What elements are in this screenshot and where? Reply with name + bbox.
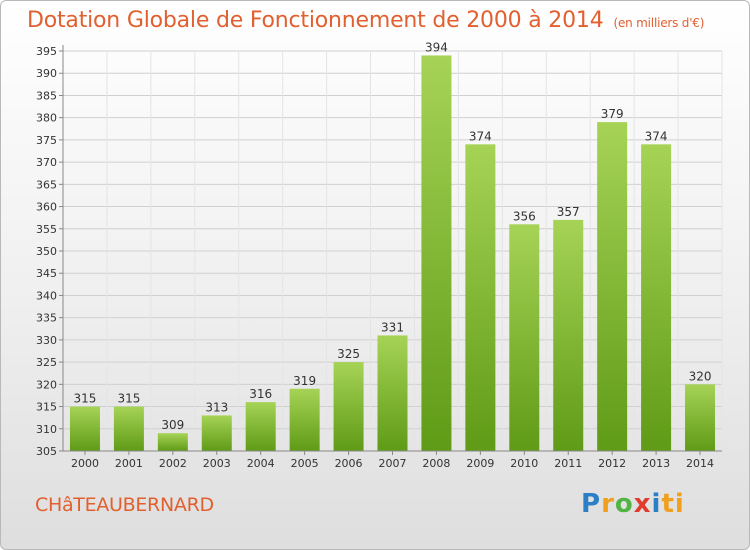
y-tick-label: 360 <box>36 201 57 214</box>
value-label-2008: 394 <box>425 40 448 54</box>
x-tick-label-2009: 2009 <box>466 457 494 470</box>
bar-layer <box>69 55 716 452</box>
value-label-2012: 379 <box>601 107 624 121</box>
bar-2005 <box>289 388 320 451</box>
bar-2006 <box>333 362 364 451</box>
value-label-2014: 320 <box>689 369 712 383</box>
value-label-2010: 356 <box>513 209 536 223</box>
y-tick-label: 385 <box>36 89 57 102</box>
y-tick-label: 305 <box>36 445 57 458</box>
value-label-2013: 374 <box>645 129 668 143</box>
bar-2014 <box>685 384 716 451</box>
y-tick-label: 330 <box>36 334 57 347</box>
x-tick-label-2003: 2003 <box>203 457 231 470</box>
bar-2010 <box>509 224 540 451</box>
value-label-2011: 357 <box>557 205 580 219</box>
y-tick-label: 310 <box>36 423 57 436</box>
x-tick-label-2011: 2011 <box>554 457 582 470</box>
bar-2012 <box>597 122 628 451</box>
y-tick-label: 315 <box>36 401 57 414</box>
y-tick-label: 325 <box>36 356 57 369</box>
x-tick-label-2012: 2012 <box>598 457 626 470</box>
x-tick-label-2006: 2006 <box>335 457 363 470</box>
chart-unit-note: (en milliers d'€) <box>613 16 705 30</box>
commune-name: CHâTEAUBERNARD <box>35 494 214 516</box>
value-label-2009: 374 <box>469 129 492 143</box>
y-tick-label: 350 <box>36 245 57 258</box>
y-tick-label: 370 <box>36 156 57 169</box>
value-label-2006: 325 <box>337 347 360 361</box>
x-tick-label-2008: 2008 <box>422 457 450 470</box>
y-tick-label: 355 <box>36 223 57 236</box>
bar-2004 <box>245 402 276 451</box>
y-tick-label: 340 <box>36 289 57 302</box>
value-label-2005: 319 <box>293 374 316 388</box>
x-tick-label-2013: 2013 <box>642 457 670 470</box>
x-tick-label-2005: 2005 <box>291 457 319 470</box>
y-tick-label: 365 <box>36 178 57 191</box>
bar-2000 <box>69 406 100 451</box>
bar-2007 <box>377 335 408 451</box>
bar-2009 <box>465 144 496 452</box>
bar-2011 <box>553 219 584 451</box>
value-label-2000: 315 <box>74 392 97 406</box>
y-tick-label: 345 <box>36 267 57 280</box>
bar-2008 <box>421 55 452 451</box>
y-tick-label: 375 <box>36 134 57 147</box>
y-tick-label: 390 <box>36 67 57 80</box>
bar-2013 <box>641 144 672 452</box>
x-tick-label-2002: 2002 <box>159 457 187 470</box>
value-label-2004: 316 <box>249 387 272 401</box>
chart-title: Dotation Globale de Fonctionnement de 20… <box>27 8 704 33</box>
y-tick-label: 395 <box>36 45 57 58</box>
value-label-2002: 309 <box>161 418 184 432</box>
proxiti-logo[interactable]: Proxiti <box>581 489 685 519</box>
value-label-2007: 331 <box>381 320 404 334</box>
bar-2002 <box>157 433 188 451</box>
y-tick-label: 335 <box>36 312 57 325</box>
chart-title-text: Dotation Globale de Fonctionnement de 20… <box>27 8 604 33</box>
x-tick-label-2014: 2014 <box>686 457 714 470</box>
value-label-2001: 315 <box>117 392 140 406</box>
value-label-2003: 313 <box>205 400 228 414</box>
label-layer: 315 315 309 313 316 319 325 331 394 374 356 357 379 3… <box>74 40 712 432</box>
x-tick-label-2004: 2004 <box>247 457 275 470</box>
bar-2003 <box>201 415 232 451</box>
bar-2001 <box>113 406 144 451</box>
x-tick-label-2007: 2007 <box>379 457 407 470</box>
axis-layer: 305 310 315 320 325 330 335 340 345 350 355 360 365 3… <box>36 45 722 470</box>
y-tick-label: 380 <box>36 112 57 125</box>
x-tick-label-2010: 2010 <box>510 457 538 470</box>
y-tick-label: 320 <box>36 378 57 391</box>
x-tick-label-2000: 2000 <box>71 457 99 470</box>
x-tick-label-2001: 2001 <box>115 457 143 470</box>
